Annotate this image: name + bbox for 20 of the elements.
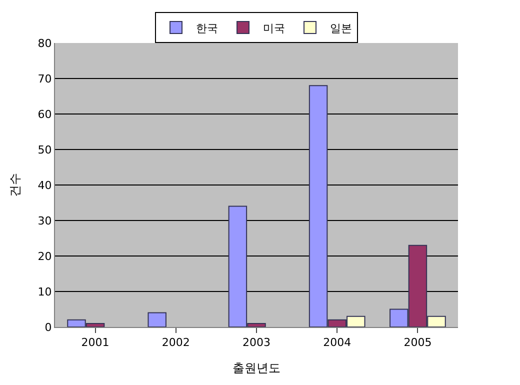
y-tick-label: 60 [38,108,52,121]
legend-label: 한국 [196,22,218,35]
x-tick-label: 2004 [323,336,352,350]
y-tick-label: 20 [38,250,52,263]
y-axis-title: 건수 [8,173,22,197]
y-tick-label: 70 [38,72,52,86]
y-tick-label: 40 [38,178,52,192]
y-tick-label: 80 [38,36,52,50]
legend-label: 일본 [330,22,352,35]
y-tick-label: 10 [38,285,52,298]
x-tick-label: 2001 [81,336,110,350]
y-tick-label: 30 [38,214,52,228]
x-axis-title: 출원년도 [232,361,280,376]
x-tick-label: 2005 [404,336,432,350]
y-tick-label: 0 [44,320,52,334]
legend-label: 미국 [263,22,285,35]
y-tick-label: 50 [38,143,52,156]
x-tick-label: 2002 [162,336,190,350]
x-tick-label: 2003 [242,336,270,350]
bar [148,312,166,327]
